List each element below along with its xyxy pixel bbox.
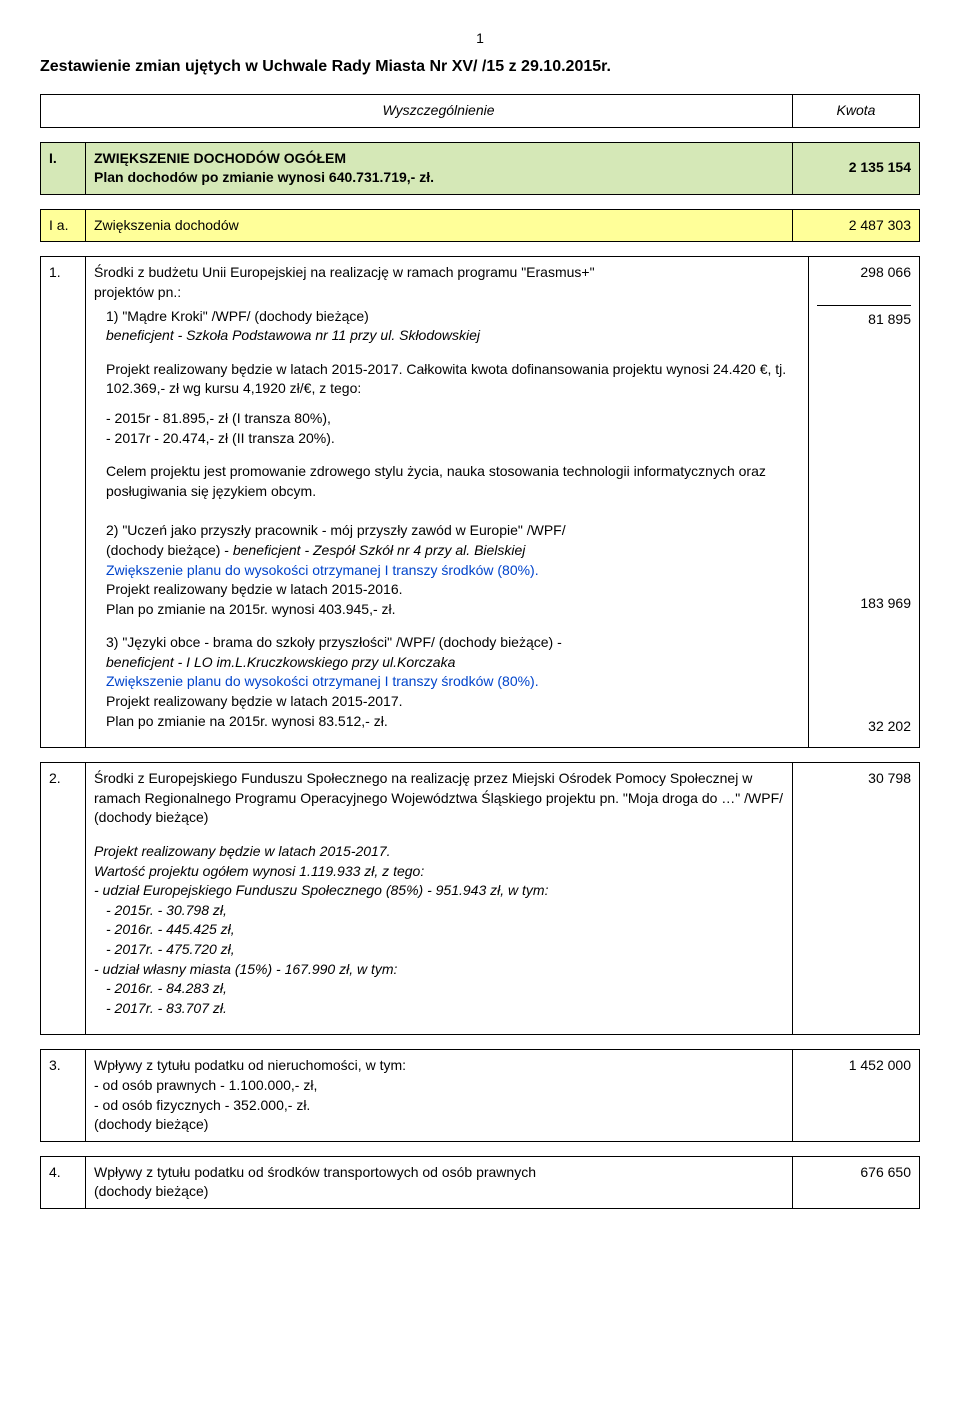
item1-sub2-amount: 183 969	[817, 590, 911, 614]
section-Ia-amount: 2 487 303	[793, 209, 920, 242]
item3-line3: - od osób fizycznych - 352.000,- zł.	[94, 1096, 784, 1116]
item1-sub2-line1: 2) "Uczeń jako przyszły pracownik - mój …	[106, 522, 566, 538]
item1-sub2-line2-italic: beneficjent - Zespół Szkół nr 4 przy al.…	[233, 542, 526, 558]
item1-intro2: projektów pn.:	[94, 283, 800, 303]
section-I-table: I. ZWIĘKSZENIE DOCHODÓW OGÓŁEM Plan doch…	[40, 142, 920, 195]
item2-p2: Wartość projektu ogółem wynosi 1.119.933…	[94, 862, 784, 882]
item3-table: 3. Wpływy z tytułu podatku od nieruchomo…	[40, 1049, 920, 1141]
item4-amount: 676 650	[793, 1156, 920, 1208]
item1-p1b: - 2017r - 20.474,- zł (II transza 20%).	[106, 429, 800, 449]
item2-p4: - udział własny miasta (15%) - 167.990 z…	[94, 960, 784, 980]
item4-line2: (dochody bieżące)	[94, 1182, 784, 1202]
item4-num: 4.	[41, 1156, 86, 1208]
item2-p3: - udział Europejskiego Funduszu Społeczn…	[94, 881, 784, 901]
item2-line1: Środki z Europejskiego Funduszu Społeczn…	[94, 769, 784, 828]
item1-sub2-blue: Zwiększenie planu do wysokości otrzymane…	[106, 561, 800, 581]
item1-intro1: Środki z budżetu Unii Europejskiej na re…	[94, 263, 800, 283]
item1-sub3-line4: Plan po zmianie na 2015r. wynosi 83.512,…	[106, 712, 800, 732]
item1-p2: Celem projektu jest promowanie zdrowego …	[106, 462, 800, 501]
item2-p1: Projekt realizowany będzie w latach 2015…	[94, 842, 784, 862]
item1-sub1-line2: beneficjent - Szkoła Podstawowa nr 11 pr…	[106, 326, 800, 346]
section-I-line2: Plan dochodów po zmianie wynosi 640.731.…	[94, 168, 784, 188]
item1-sub2-line3: Projekt realizowany będzie w latach 2015…	[106, 580, 800, 600]
document-title: Zestawienie zmian ujętych w Uchwale Rady…	[40, 58, 920, 76]
item4-table: 4. Wpływy z tytułu podatku od środków tr…	[40, 1156, 920, 1209]
item1-table: 1. Środki z budżetu Unii Europejskiej na…	[40, 256, 920, 748]
item1-num: 1.	[41, 257, 86, 748]
item1-p1a: - 2015r - 81.895,- zł (I transza 80%),	[106, 409, 800, 429]
header-table: Wyszczególnienie Kwota	[40, 94, 920, 128]
item2-p3a: - 2015r. - 30.798 zł,	[106, 901, 784, 921]
item1-sub2-line4: Plan po zmianie na 2015r. wynosi 403.945…	[106, 600, 800, 620]
item1-sub3-amount: 32 202	[817, 713, 911, 737]
item1-sub1-line1: 1) "Mądre Kroki" /WPF/ (dochody bieżące)	[106, 308, 369, 324]
item2-p4a: - 2016r. - 84.283 zł,	[106, 979, 784, 999]
item1-sub3-blue: Zwiększenie planu do wysokości otrzymane…	[106, 672, 800, 692]
item3-num: 3.	[41, 1050, 86, 1141]
section-I-amount: 2 135 154	[793, 142, 920, 194]
section-Ia-table: I a. Zwiększenia dochodów 2 487 303	[40, 209, 920, 243]
item1-amount-top: 298 066	[817, 263, 911, 306]
item2-p4b: - 2017r. - 83.707 zł.	[106, 999, 784, 1019]
section-I-line1: ZWIĘKSZENIE DOCHODÓW OGÓŁEM	[94, 149, 784, 169]
section-Ia-label: Zwiększenia dochodów	[86, 209, 793, 242]
section-I-num: I.	[41, 142, 86, 194]
item1-sub3-line3: Projekt realizowany będzie w latach 2015…	[106, 692, 800, 712]
item3-line4: (dochody bieżące)	[94, 1115, 784, 1135]
item1-sub1-amount: 81 895	[817, 306, 911, 330]
item1-sub3-line2: beneficjent - I LO im.L.Kruczkowskiego p…	[106, 653, 800, 673]
item3-body: Wpływy z tytułu podatku od nieruchomości…	[86, 1050, 793, 1141]
item1-body: Środki z budżetu Unii Europejskiej na re…	[86, 257, 809, 748]
item4-body: Wpływy z tytułu podatku od środków trans…	[86, 1156, 793, 1208]
item1-amounts: 298 066 81 895 183 969 32 202	[809, 257, 920, 748]
item1-sub3-line1: 3) "Języki obce - brama do szkoły przysz…	[106, 634, 562, 650]
item2-table: 2. Środki z Europejskiego Funduszu Społe…	[40, 762, 920, 1035]
item3-line1: Wpływy z tytułu podatku od nieruchomości…	[94, 1056, 784, 1076]
item1-p1: Projekt realizowany będzie w latach 2015…	[106, 361, 786, 397]
col-header-right: Kwota	[793, 95, 920, 128]
item2-amount: 30 798	[793, 763, 920, 1035]
item3-amount: 1 452 000	[793, 1050, 920, 1141]
item4-line1: Wpływy z tytułu podatku od środków trans…	[94, 1163, 784, 1183]
item2-p3c: - 2017r. - 475.720 zł,	[106, 940, 784, 960]
col-header-left: Wyszczególnienie	[85, 95, 793, 128]
section-I-body: ZWIĘKSZENIE DOCHODÓW OGÓŁEM Plan dochodó…	[86, 142, 793, 194]
item2-body: Środki z Europejskiego Funduszu Społeczn…	[86, 763, 793, 1035]
item2-p3b: - 2016r. - 445.425 zł,	[106, 920, 784, 940]
section-Ia-num: I a.	[41, 209, 86, 242]
item1-sub2-line2: (dochody bieżące) -	[106, 542, 233, 558]
item2-num: 2.	[41, 763, 86, 1035]
item3-line2: - od osób prawnych - 1.100.000,- zł,	[94, 1076, 784, 1096]
page-number: 1	[40, 30, 920, 46]
